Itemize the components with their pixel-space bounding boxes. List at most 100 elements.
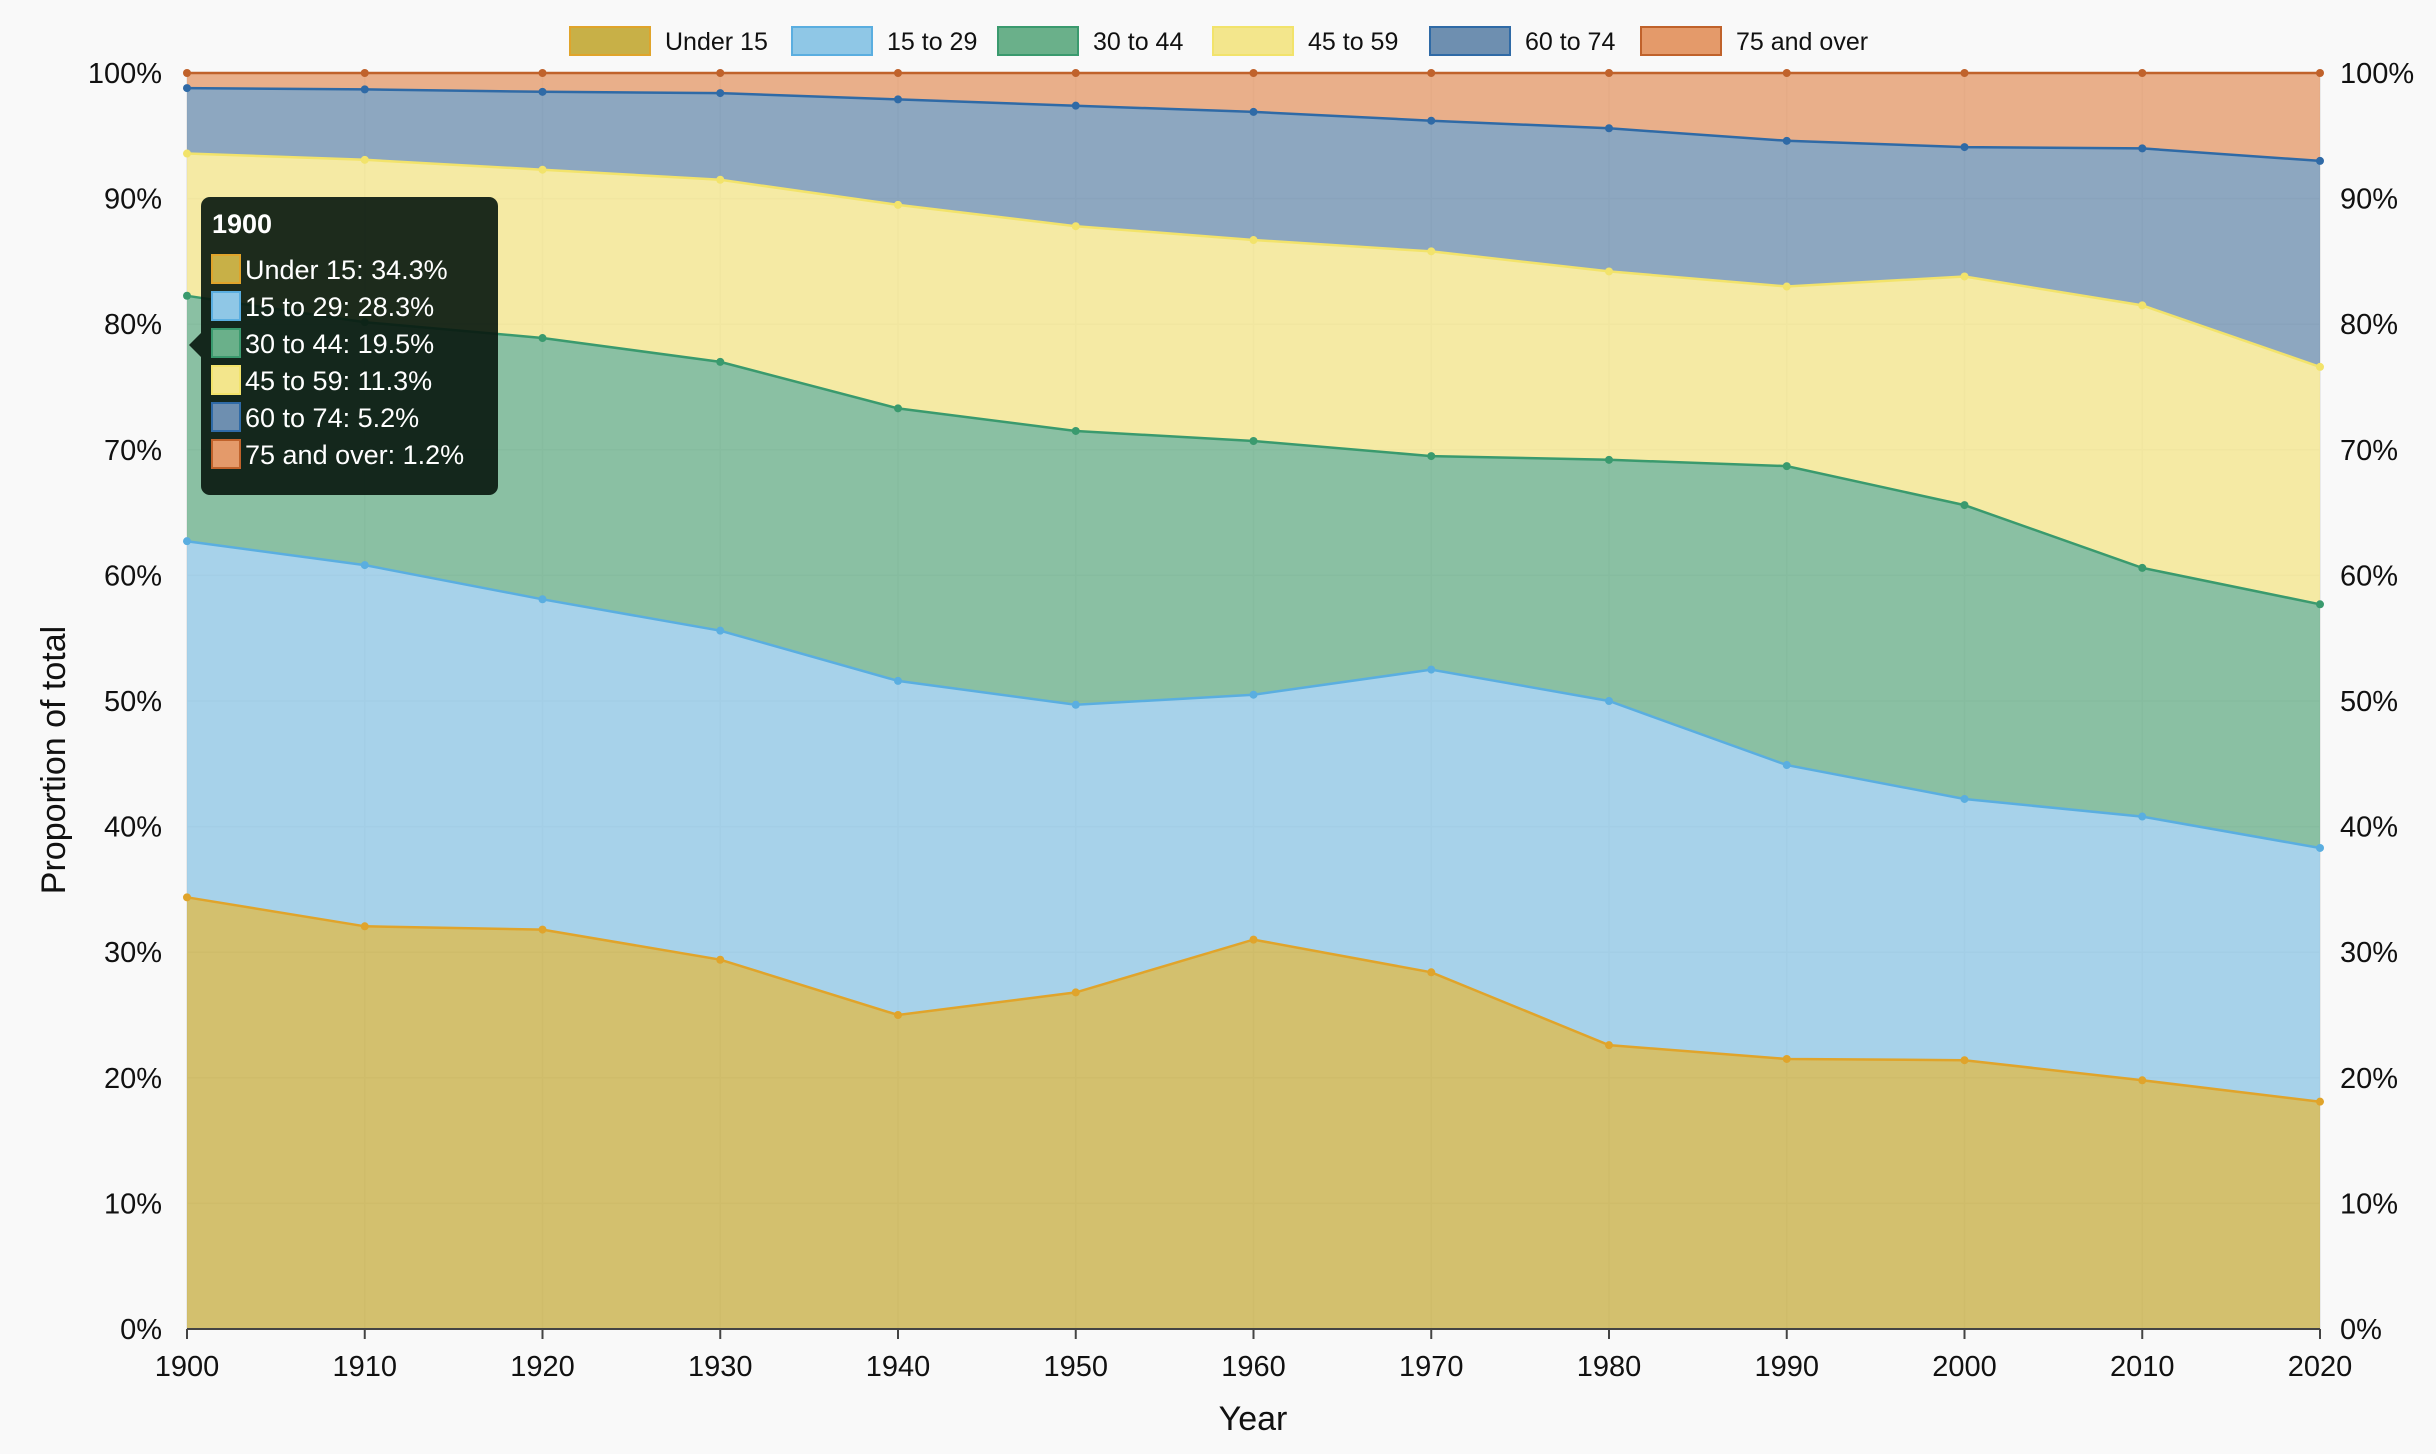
data-point[interactable] — [538, 334, 547, 343]
data-point[interactable] — [1071, 700, 1080, 709]
tooltip-line: 75 and over: 1.2% — [245, 440, 464, 470]
data-point[interactable] — [1960, 69, 1969, 77]
data-point[interactable] — [1605, 267, 1613, 276]
data-point[interactable] — [1960, 143, 1969, 152]
data-point[interactable] — [1427, 69, 1436, 77]
data-point[interactable] — [538, 165, 547, 174]
legend-item-30-to-44[interactable]: 30 to 44 — [997, 26, 1183, 56]
data-point[interactable] — [1071, 426, 1080, 435]
data-point[interactable] — [2138, 69, 2147, 77]
data-point[interactable] — [894, 676, 902, 685]
legend-item-60-to-74[interactable]: 60 to 74 — [1429, 26, 1615, 56]
x-tick-label: 1990 — [1754, 1351, 1819, 1383]
data-point[interactable] — [1249, 236, 1258, 245]
data-point[interactable] — [183, 537, 191, 546]
data-point[interactable] — [1427, 665, 1436, 674]
data-point[interactable] — [183, 84, 191, 93]
legend-item-45-to-59[interactable]: 45 to 59 — [1212, 26, 1398, 56]
data-point[interactable] — [894, 69, 902, 77]
y-tick-label-right: 50% — [2340, 686, 2398, 718]
data-point[interactable] — [1249, 690, 1258, 699]
data-point[interactable] — [1782, 69, 1791, 77]
data-point[interactable] — [538, 87, 547, 96]
data-point[interactable] — [360, 561, 369, 570]
data-point[interactable] — [1249, 935, 1258, 944]
data-point[interactable] — [1960, 272, 1969, 281]
legend-label: Under 15 — [665, 28, 768, 56]
data-point[interactable] — [1427, 452, 1436, 461]
data-point[interactable] — [2138, 144, 2147, 153]
data-point[interactable] — [1427, 116, 1436, 125]
data-point[interactable] — [2316, 600, 2324, 609]
data-point[interactable] — [716, 955, 725, 964]
area-45-to-59 — [187, 153, 2320, 605]
legend-label: 60 to 74 — [1525, 28, 1615, 56]
data-point[interactable] — [716, 89, 725, 98]
data-point[interactable] — [1071, 69, 1080, 77]
data-point[interactable] — [1605, 697, 1613, 705]
data-point[interactable] — [538, 69, 547, 77]
data-point[interactable] — [1605, 69, 1613, 77]
tooltip-line: Under 15: 34.3% — [245, 255, 448, 285]
data-point[interactable] — [2138, 1076, 2147, 1085]
data-point[interactable] — [1782, 282, 1791, 291]
x-tick-label: 1930 — [688, 1351, 753, 1383]
y-tick-label-left: 50% — [104, 686, 162, 718]
legend-item-75-and-over[interactable]: 75 and over — [1640, 26, 1868, 56]
data-point[interactable] — [183, 893, 191, 902]
data-point[interactable] — [2316, 362, 2324, 371]
data-point[interactable] — [183, 291, 191, 300]
data-point[interactable] — [1427, 247, 1436, 256]
data-point[interactable] — [1427, 968, 1436, 977]
data-point[interactable] — [1782, 1054, 1791, 1063]
data-point[interactable] — [716, 175, 725, 184]
data-point[interactable] — [2316, 843, 2324, 852]
data-point[interactable] — [1782, 136, 1791, 145]
data-point[interactable] — [2316, 1097, 2324, 1106]
data-point[interactable] — [2316, 156, 2324, 165]
tooltip-caret — [189, 333, 201, 357]
data-point[interactable] — [1960, 794, 1969, 803]
data-point[interactable] — [1605, 1041, 1613, 1050]
data-point[interactable] — [1960, 501, 1969, 510]
x-tick-label: 1940 — [866, 1351, 931, 1383]
data-point[interactable] — [2138, 563, 2147, 572]
data-point[interactable] — [716, 357, 725, 366]
legend-label: 15 to 29 — [887, 28, 977, 56]
data-point[interactable] — [538, 925, 547, 934]
data-point[interactable] — [2138, 812, 2147, 821]
data-point[interactable] — [1960, 1056, 1969, 1065]
legend-item-under-15[interactable]: Under 15 — [569, 26, 768, 56]
data-point[interactable] — [1782, 761, 1791, 770]
data-point[interactable] — [360, 922, 369, 931]
series-areas — [187, 73, 2320, 1329]
data-point[interactable] — [894, 200, 902, 209]
data-point[interactable] — [538, 595, 547, 604]
data-point[interactable] — [360, 155, 369, 164]
data-point[interactable] — [1249, 437, 1258, 446]
data-point[interactable] — [1605, 124, 1613, 133]
data-point[interactable] — [183, 69, 191, 77]
y-tick-label-left: 60% — [104, 560, 162, 592]
data-point[interactable] — [1605, 455, 1613, 464]
data-point[interactable] — [2138, 301, 2147, 310]
data-point[interactable] — [894, 1011, 902, 1019]
data-point[interactable] — [1249, 69, 1258, 77]
data-point[interactable] — [894, 95, 902, 104]
data-point[interactable] — [1071, 222, 1080, 231]
data-point[interactable] — [1071, 101, 1080, 110]
data-point[interactable] — [183, 149, 191, 158]
data-point[interactable] — [716, 69, 725, 77]
data-point[interactable] — [716, 626, 725, 635]
legend-item-15-to-29[interactable]: 15 to 29 — [791, 26, 977, 56]
data-point[interactable] — [1782, 462, 1791, 471]
y-tick-label-right: 20% — [2340, 1063, 2398, 1095]
data-point[interactable] — [2316, 69, 2324, 77]
tooltip-line: 45 to 59: 11.3% — [245, 366, 432, 396]
x-tick-label: 2000 — [1932, 1351, 1997, 1383]
data-point[interactable] — [360, 85, 369, 94]
data-point[interactable] — [894, 404, 902, 413]
data-point[interactable] — [1071, 988, 1080, 997]
data-point[interactable] — [360, 69, 369, 77]
data-point[interactable] — [1249, 107, 1258, 116]
